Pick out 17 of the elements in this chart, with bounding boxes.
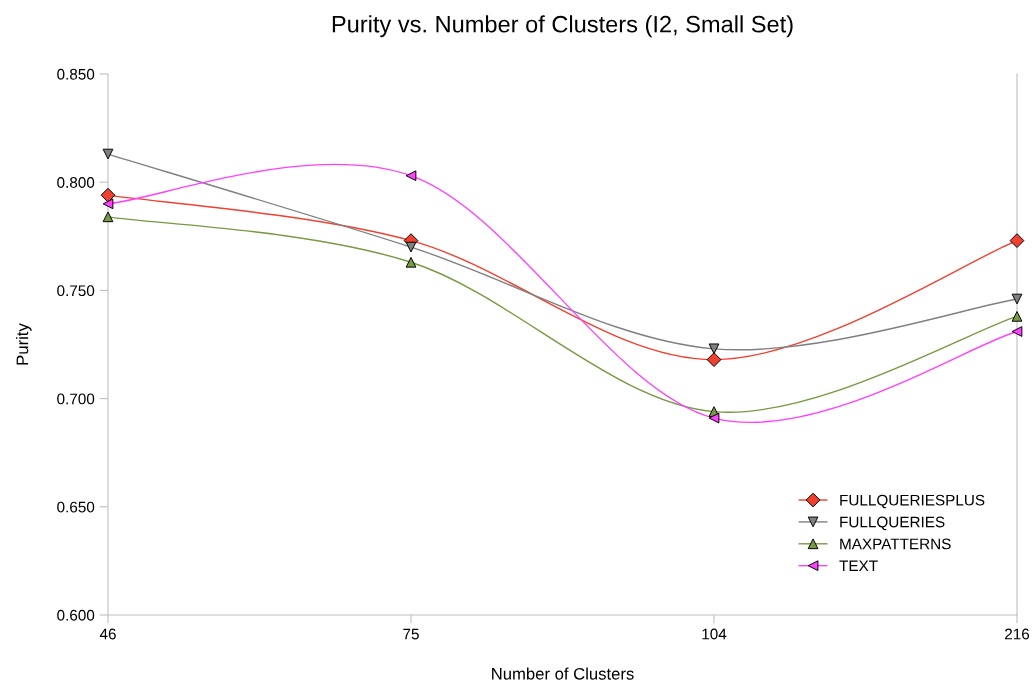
y-axis-title: Purity [16, 323, 32, 365]
legend-label: TEXT [839, 560, 878, 572]
legend-label: MAXPATTERNS [840, 538, 951, 550]
x-tick-label: 46 [99, 628, 116, 640]
legend-label: FULLQUERIES [840, 516, 945, 531]
x-tick-label: 216 [1005, 628, 1030, 640]
y-tick-label: 0.600 [57, 609, 95, 621]
x-axis-title: Number of Clusters [492, 667, 634, 680]
y-tick-label: 0.850 [57, 68, 95, 80]
y-tick-label: 0.800 [57, 177, 95, 188]
x-tick-label: 104 [702, 628, 727, 640]
chart-title: Purity vs. Number of Clusters (I2, Small Set) [332, 15, 793, 38]
x-tick-label: 75 [403, 628, 419, 640]
y-tick-label: 0.650 [57, 501, 95, 513]
y-tick-label: 0.750 [57, 285, 95, 297]
y-tick-label: 0.700 [57, 393, 95, 405]
legend-label: FULLQUERIESPLUS [840, 494, 985, 509]
